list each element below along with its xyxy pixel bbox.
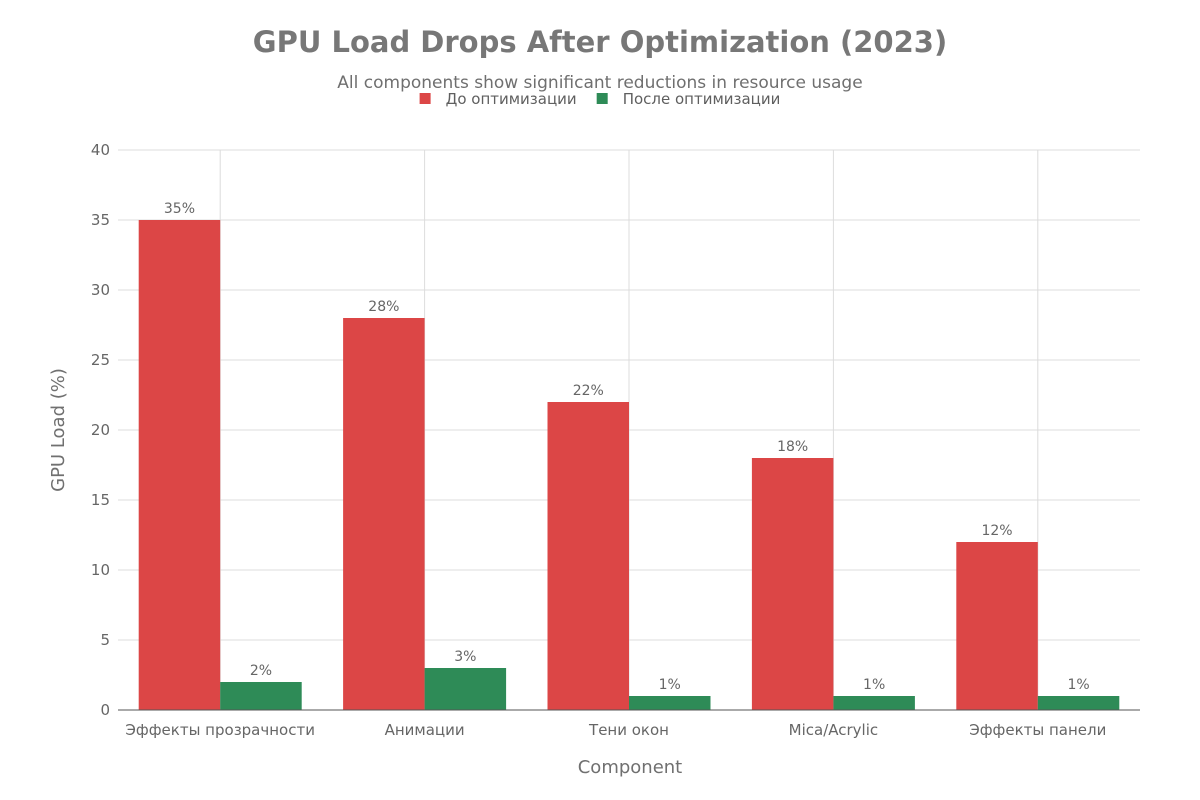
bar-series-1-1 (424, 668, 507, 710)
data-label: 35% (164, 201, 195, 217)
bar-series-0-2 (547, 402, 629, 710)
data-label: 28% (368, 299, 399, 315)
data-label: 18% (777, 439, 808, 455)
data-label: 12% (981, 523, 1012, 539)
legend-item: После оптимизации (596, 90, 781, 108)
y-tick-label: 5 (100, 631, 110, 649)
y-tick-label: 30 (91, 281, 110, 299)
y-tick-label: 0 (100, 701, 110, 719)
data-label: 1% (863, 677, 885, 693)
x-tick-label: Тени окон (588, 721, 669, 739)
bar-series-1-4 (1037, 696, 1120, 710)
bars (138, 220, 1120, 710)
y-tick-label: 15 (91, 491, 110, 509)
x-tick-label: Эффекты прозрачности (125, 721, 315, 739)
bar-series-0-3 (751, 458, 834, 710)
data-labels: 35% 28% 22% 18% 12% 2% 3% 1% 1% 1% (164, 201, 1090, 693)
x-tick-label: Mica/Acrylic (789, 721, 878, 739)
legend-swatch (596, 93, 608, 104)
bar-series-1-2 (629, 696, 711, 710)
x-tick-label: Эффекты панели (969, 721, 1106, 739)
data-label: 3% (454, 649, 476, 665)
x-tick-label: Анимации (385, 721, 465, 739)
chart-title: GPU Load Drops After Optimization (2023) (253, 25, 947, 59)
legend-label: До оптимизации (446, 90, 577, 108)
bar-series-0-0 (138, 220, 221, 710)
y-tick-label: 25 (91, 351, 110, 369)
y-tick-label: 35 (91, 211, 110, 229)
data-label: 1% (659, 677, 681, 693)
y-tick-label: 10 (91, 561, 110, 579)
bar-series-0-1 (343, 318, 425, 710)
bar-series-0-4 (956, 542, 1038, 710)
bar-series-1-0 (220, 682, 302, 710)
legend: До оптимизации После оптимизации (419, 90, 781, 108)
axes: 0 5 10 15 20 25 30 35 40 Эффекты прозрачности Аним… (91, 141, 1140, 739)
x-axis-title: Component (578, 757, 683, 778)
bar-series-1-3 (833, 696, 915, 710)
y-tick-label: 20 (91, 421, 110, 439)
data-label: 2% (250, 663, 272, 679)
data-label: 22% (573, 383, 604, 399)
y-tick-label: 40 (91, 141, 110, 159)
chart-subtitle: All components show significant reductio… (337, 73, 862, 93)
legend-label: После оптимизации (623, 90, 781, 108)
legend-item: До оптимизации (419, 90, 577, 108)
data-label: 1% (1067, 677, 1089, 693)
y-axis-title: GPU Load (%) (48, 368, 69, 492)
legend-swatch (419, 93, 431, 104)
